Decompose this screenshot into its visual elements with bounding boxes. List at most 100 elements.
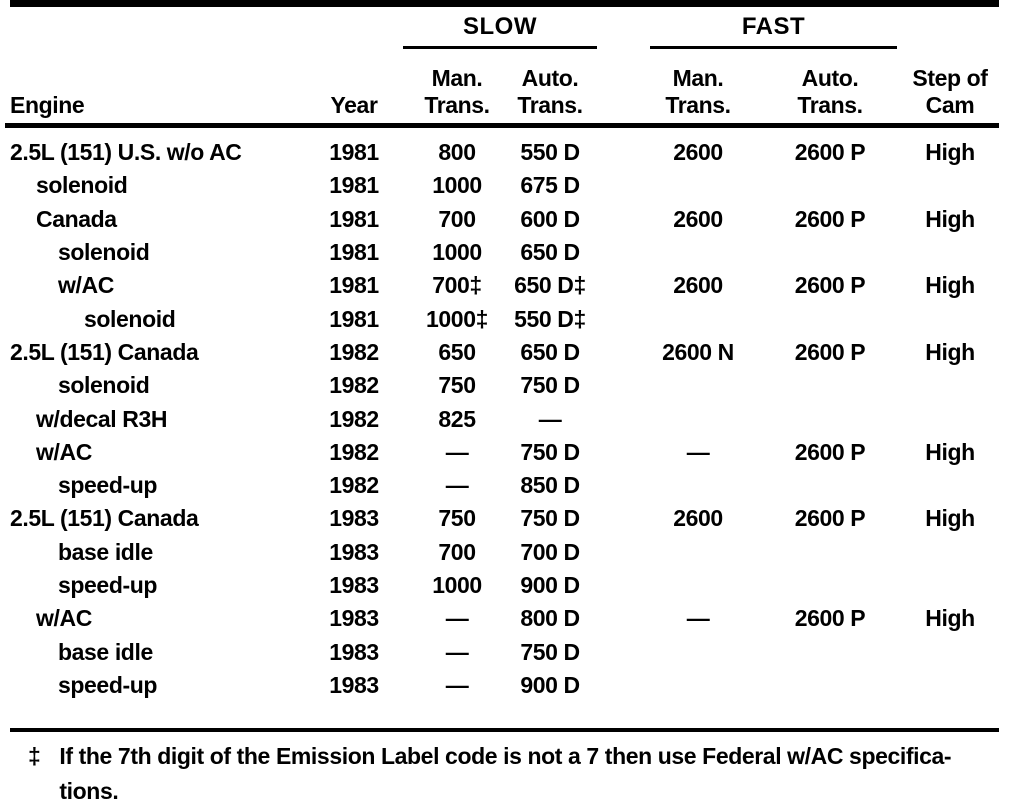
table-row: base idle 1983 700 700 D xyxy=(0,536,1024,569)
man-header-line2: Trans. xyxy=(665,92,731,118)
slow-man-trans-cell: — xyxy=(445,438,469,465)
year-cell: 1981 xyxy=(329,239,379,266)
man-header-line1: Man. xyxy=(431,65,483,91)
year-cell: 1983 xyxy=(329,671,379,698)
step-of-cam-cell xyxy=(898,569,1002,602)
step-of-cam-cell: High xyxy=(925,605,975,632)
year-cell: 1982 xyxy=(329,405,379,432)
fast-auto-trans-cell xyxy=(768,635,892,668)
slow-auto-trans-cell: 650 D xyxy=(520,239,580,266)
slow-man-trans-cell: 1000 xyxy=(432,572,482,598)
slow-man-trans-cell: — xyxy=(445,638,469,665)
engine-cell: solenoid xyxy=(84,305,176,332)
slow-auto-trans-cell: 800 D xyxy=(520,605,580,632)
slow-man-trans-cell: 1000‡ xyxy=(426,305,488,332)
engine-cell: speed-up xyxy=(58,572,158,598)
fast-auto-trans-cell xyxy=(768,569,892,602)
man-header-line1: Man. xyxy=(672,65,724,91)
year-cell: 1981 xyxy=(329,205,379,232)
fast-man-trans-cell: — xyxy=(686,438,710,465)
slow-man-trans-cell: 825 xyxy=(438,405,476,432)
fast-auto-trans-cell xyxy=(768,169,892,202)
table-row: solenoid 1982 750 750 D xyxy=(0,369,1024,402)
double-dagger-icon: ‡ xyxy=(28,743,41,769)
slow-group-underline xyxy=(403,46,597,49)
step-of-cam-cell: High xyxy=(925,438,975,465)
fast-auto-trans-cell: 2600 P xyxy=(794,272,866,299)
engine-cell: Canada xyxy=(36,205,117,232)
cam-header-line1: Step of xyxy=(912,65,988,91)
fast-auto-trans-cell xyxy=(768,369,892,402)
engine-cell: solenoid xyxy=(36,172,128,199)
auto-header-line1: Auto. xyxy=(801,65,859,91)
slow-auto-trans-cell: 750 D xyxy=(520,438,580,465)
step-of-cam-cell: High xyxy=(925,338,975,365)
footer-separator-rule xyxy=(10,728,999,732)
engine-cell: solenoid xyxy=(58,372,150,399)
year-cell: 1983 xyxy=(329,572,379,598)
slow-man-trans-cell: 650 xyxy=(438,338,476,365)
slow-auto-trans-column-header: Auto. Trans. xyxy=(494,58,606,119)
table-row: solenoid 1981 1000 650 D xyxy=(0,236,1024,269)
slow-man-trans-cell: — xyxy=(445,671,469,698)
engine-cell: 2.5L (151) Canada xyxy=(10,338,199,365)
slow-auto-trans-cell: — xyxy=(538,405,562,432)
man-header-line2: Trans. xyxy=(424,92,490,118)
fast-auto-trans-cell xyxy=(768,402,892,435)
step-of-cam-cell: High xyxy=(925,272,975,299)
fast-man-trans-cell: 2600 xyxy=(673,505,723,532)
footnote-line1: If the 7th digit of the Emission Label c… xyxy=(59,743,952,769)
slow-auto-trans-cell: 650 D‡ xyxy=(514,272,586,299)
fast-man-trans-cell xyxy=(636,635,760,668)
engine-header-label: Engine xyxy=(10,92,85,118)
table-row: w/AC 1982 — 750 D — 2600 P High xyxy=(0,436,1024,469)
year-cell: 1982 xyxy=(329,438,379,465)
slow-auto-trans-cell: 750 D xyxy=(520,638,580,665)
engine-cell: base idle xyxy=(58,638,153,665)
engine-cell: solenoid xyxy=(58,239,150,266)
engine-cell: w/AC xyxy=(36,605,92,632)
table-row: speed-up 1983 — 900 D xyxy=(0,669,1024,702)
fast-man-trans-cell: — xyxy=(686,605,710,632)
step-of-cam-cell: High xyxy=(925,505,975,532)
footnote-text: If the 7th digit of the Emission Label c… xyxy=(59,739,1018,800)
fast-man-trans-cell: 2600 xyxy=(673,272,723,299)
table-row: 2.5L (151) Canada 1982 650 650 D 2600 N … xyxy=(0,336,1024,369)
step-of-cam-column-header: Step of Cam xyxy=(898,58,1002,119)
table-row: 2.5L (151) Canada 1983 750 750 D 2600 26… xyxy=(0,502,1024,535)
fast-group-header: FAST xyxy=(741,13,806,40)
slow-man-trans-column-header: Man. Trans. xyxy=(398,58,516,119)
slow-man-trans-cell: 750 xyxy=(438,505,476,532)
fast-auto-trans-cell: 2600 P xyxy=(794,438,866,465)
year-cell: 1982 xyxy=(329,338,379,365)
table-row: solenoid 1981 1000‡ 550 D‡ xyxy=(0,302,1024,335)
step-of-cam-cell xyxy=(898,169,1002,202)
step-of-cam-cell xyxy=(898,669,1002,702)
table-row: w/AC 1981 700‡ 650 D‡ 2600 2600 P High xyxy=(0,269,1024,302)
engine-cell: w/AC xyxy=(36,438,92,465)
auto-header-line2: Trans. xyxy=(517,92,583,118)
slow-man-trans-cell: — xyxy=(445,605,469,632)
engine-cell: w/AC xyxy=(58,272,114,299)
engine-column-header: Engine xyxy=(10,58,310,119)
engine-cell: w/decal R3H xyxy=(36,405,168,432)
fast-man-trans-cell xyxy=(636,402,760,435)
slow-auto-trans-cell: 900 D xyxy=(520,671,580,698)
cam-header-line2: Cam xyxy=(925,92,975,118)
table-row: w/decal R3H 1982 825 — xyxy=(0,402,1024,435)
year-cell: 1981 xyxy=(329,172,379,199)
fast-auto-trans-cell xyxy=(768,469,892,502)
fast-man-trans-cell xyxy=(636,169,760,202)
slow-man-trans-cell: 750 xyxy=(438,372,476,399)
top-rule xyxy=(10,0,999,7)
fast-group-underline xyxy=(650,46,897,49)
slow-man-trans-cell: 1000 xyxy=(432,239,482,266)
footnote: ‡ If the 7th digit of the Emission Label… xyxy=(28,739,1018,800)
fast-man-trans-cell xyxy=(636,302,760,335)
table-row: speed-up 1982 — 850 D xyxy=(0,469,1024,502)
fast-man-trans-cell xyxy=(636,369,760,402)
step-of-cam-cell xyxy=(898,369,1002,402)
year-cell: 1983 xyxy=(329,605,379,632)
slow-auto-trans-cell: 900 D xyxy=(520,572,580,598)
step-of-cam-cell xyxy=(898,635,1002,668)
